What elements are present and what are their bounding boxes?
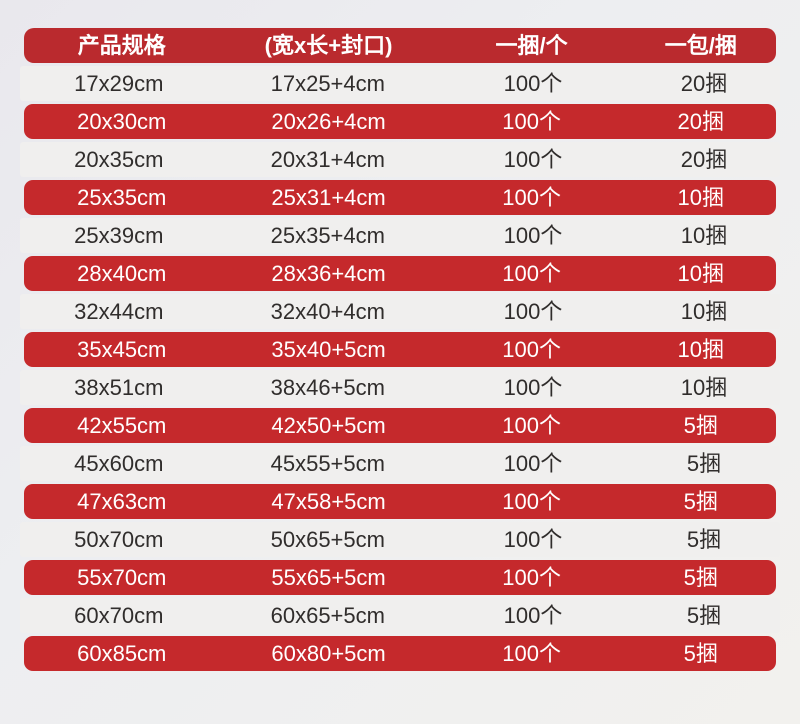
cell-per-pack: 10捆 [680, 222, 728, 248]
cell-dims: 42x50+5cm [271, 412, 386, 438]
cell-spec: 25x35cm [77, 184, 167, 210]
cell-dims: 28x36+4cm [271, 260, 386, 286]
table-row: 55x70cm 55x65+5cm 100个 5捆 [24, 560, 776, 595]
cell-per-bundle: 100个 [502, 260, 561, 286]
cell-per-bundle: 100个 [503, 146, 563, 172]
cell-spec: 25x39cm [74, 222, 164, 248]
table-row: 20x35cm 20x31+4cm 100个 20捆 [20, 142, 780, 177]
cell-spec: 17x29cm [74, 70, 164, 96]
table-row: 47x63cm 47x58+5cm 100个 5捆 [24, 484, 776, 519]
cell-dims: 45x55+5cm [270, 450, 385, 476]
cell-spec: 55x70cm [77, 564, 167, 590]
header-col-per-pack: 一包/捆 [664, 32, 737, 58]
cell-per-pack: 5捆 [683, 564, 718, 590]
table-row: 28x40cm 28x36+4cm 100个 10捆 [24, 256, 776, 291]
table-row: 38x51cm 38x46+5cm 100个 10捆 [20, 370, 780, 405]
cell-spec: 38x51cm [74, 374, 164, 400]
cell-spec: 20x35cm [74, 146, 164, 172]
cell-per-bundle: 100个 [502, 336, 561, 362]
cell-dims: 35x40+5cm [271, 336, 386, 362]
cell-per-pack: 10捆 [680, 298, 728, 324]
cell-dims: 25x35+4cm [270, 222, 385, 248]
cell-spec: 32x44cm [74, 298, 164, 324]
cell-spec: 60x85cm [77, 640, 167, 666]
table-row: 25x39cm 25x35+4cm 100个 10捆 [20, 218, 780, 253]
cell-per-bundle: 100个 [503, 526, 563, 552]
cell-per-pack: 5捆 [683, 640, 718, 666]
cell-per-pack: 10捆 [680, 374, 728, 400]
cell-per-pack: 10捆 [677, 260, 725, 286]
cell-spec: 45x60cm [74, 450, 164, 476]
cell-spec: 35x45cm [77, 336, 167, 362]
cell-dims: 55x65+5cm [271, 564, 386, 590]
cell-per-pack: 20捆 [677, 108, 725, 134]
table-row: 17x29cm 17x25+4cm 100个 20捆 [20, 66, 780, 101]
cell-dims: 47x58+5cm [271, 488, 386, 514]
cell-per-bundle: 100个 [503, 602, 563, 628]
cell-dims: 17x25+4cm [270, 70, 385, 96]
cell-per-bundle: 100个 [503, 450, 563, 476]
header-col-dims: (宽x长+封口) [264, 32, 393, 58]
cell-dims: 50x65+5cm [270, 526, 385, 552]
cell-per-bundle: 100个 [503, 222, 563, 248]
table-row: 60x85cm 60x80+5cm 100个 5捆 [24, 636, 776, 671]
cell-per-bundle: 100个 [502, 184, 561, 210]
cell-dims: 20x31+4cm [270, 146, 385, 172]
cell-per-pack: 20捆 [680, 146, 728, 172]
table-row: 20x30cm 20x26+4cm 100个 20捆 [24, 104, 776, 139]
cell-dims: 60x80+5cm [271, 640, 386, 666]
table-row: 50x70cm 50x65+5cm 100个 5捆 [20, 522, 780, 557]
cell-per-bundle: 100个 [503, 298, 563, 324]
header-col-spec: 产品规格 [77, 32, 166, 58]
cell-dims: 32x40+4cm [270, 298, 385, 324]
cell-per-bundle: 100个 [502, 488, 561, 514]
cell-per-pack: 10捆 [677, 184, 725, 210]
cell-per-bundle: 100个 [502, 412, 561, 438]
cell-spec: 42x55cm [77, 412, 167, 438]
product-spec-table: 产品规格 (宽x长+封口) 一捆/个 一包/捆 17x29cm 17x25+4cm… [20, 28, 780, 671]
cell-spec: 20x30cm [77, 108, 167, 134]
cell-per-bundle: 100个 [502, 640, 561, 666]
cell-spec: 28x40cm [77, 260, 167, 286]
cell-per-pack: 5捆 [683, 488, 718, 514]
cell-per-bundle: 100个 [502, 108, 561, 134]
cell-dims: 20x26+4cm [271, 108, 386, 134]
cell-dims: 25x31+4cm [271, 184, 386, 210]
cell-per-bundle: 100个 [502, 564, 561, 590]
cell-per-pack: 5捆 [686, 602, 722, 628]
table-row: 60x70cm 60x65+5cm 100个 5捆 [20, 598, 780, 633]
table-row: 35x45cm 35x40+5cm 100个 10捆 [24, 332, 776, 367]
table-row: 32x44cm 32x40+4cm 100个 10捆 [20, 294, 780, 329]
cell-per-pack: 20捆 [680, 70, 728, 96]
cell-per-pack: 5捆 [686, 450, 722, 476]
cell-spec: 47x63cm [77, 488, 167, 514]
cell-per-bundle: 100个 [503, 374, 563, 400]
table-row: 42x55cm 42x50+5cm 100个 5捆 [24, 408, 776, 443]
table-row: 25x35cm 25x31+4cm 100个 10捆 [24, 180, 776, 215]
cell-spec: 60x70cm [74, 602, 164, 628]
header-col-per-bundle: 一捆/个 [495, 32, 568, 58]
cell-spec: 50x70cm [74, 526, 164, 552]
cell-per-bundle: 100个 [503, 70, 563, 96]
cell-per-pack: 5捆 [683, 412, 718, 438]
table-header-row: 产品规格 (宽x长+封口) 一捆/个 一包/捆 [24, 28, 776, 63]
table-row: 45x60cm 45x55+5cm 100个 5捆 [20, 446, 780, 481]
cell-dims: 60x65+5cm [270, 602, 385, 628]
cell-per-pack: 10捆 [677, 336, 725, 362]
cell-dims: 38x46+5cm [270, 374, 385, 400]
cell-per-pack: 5捆 [686, 526, 722, 552]
